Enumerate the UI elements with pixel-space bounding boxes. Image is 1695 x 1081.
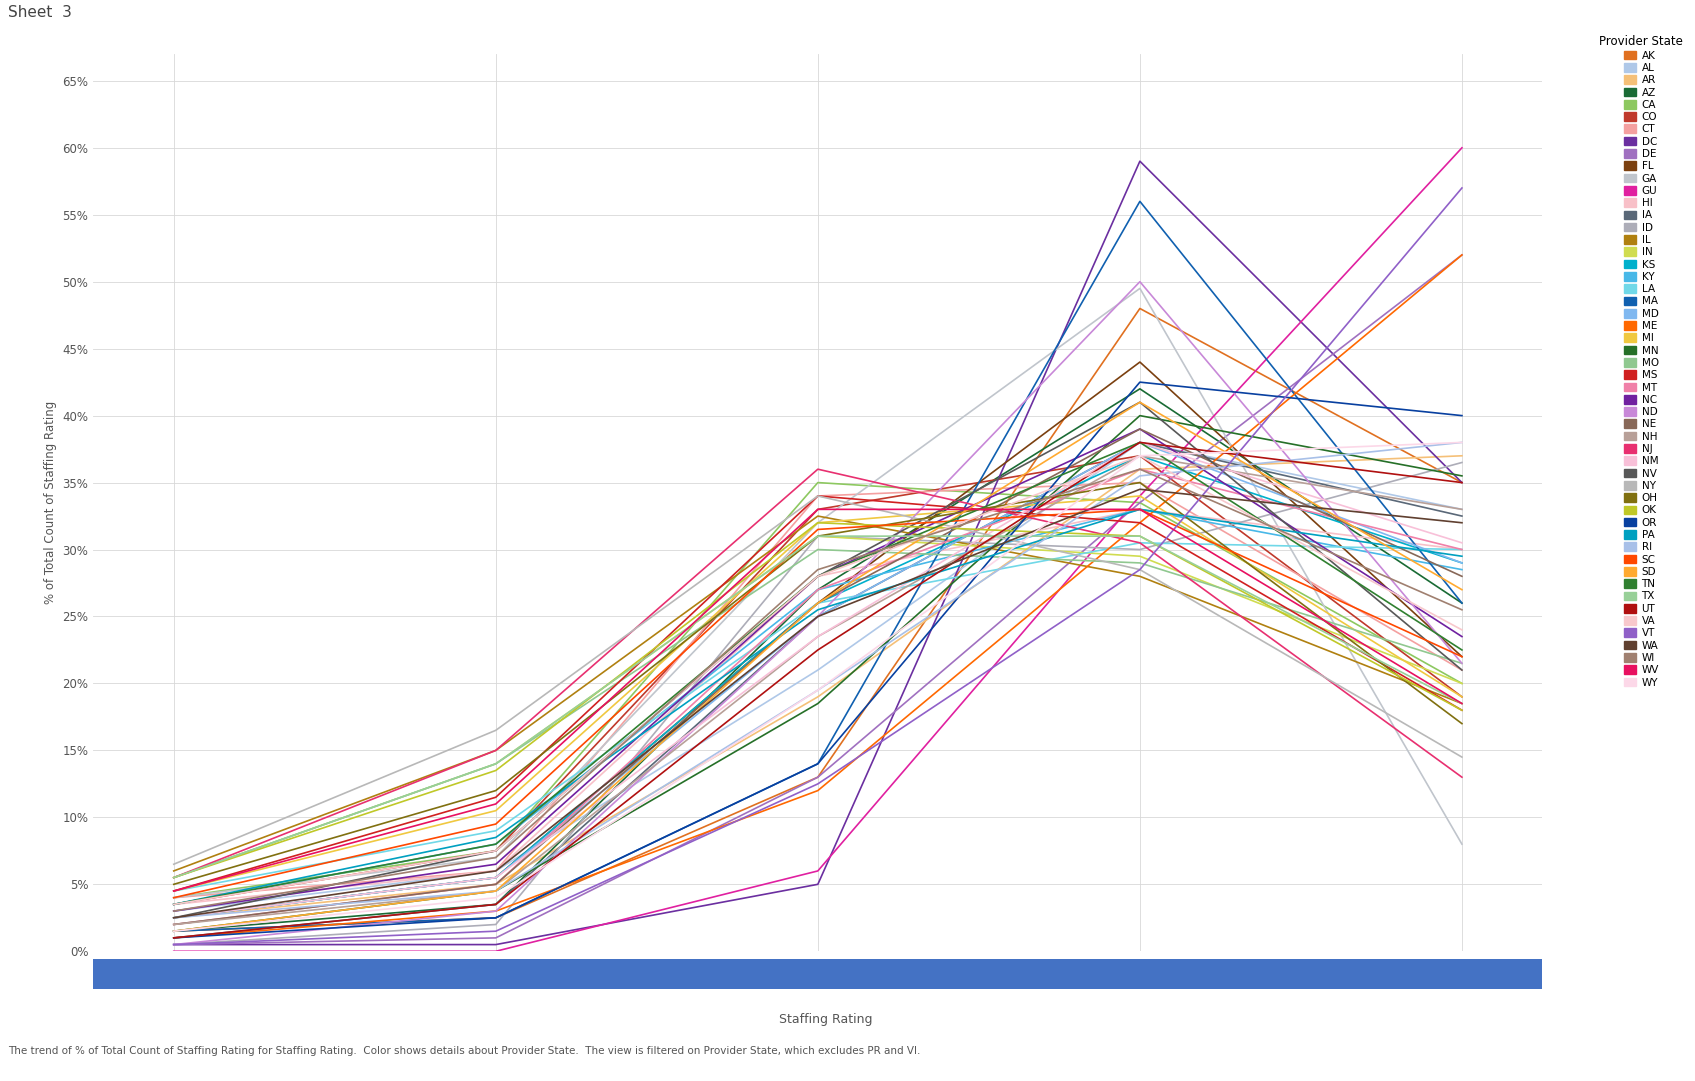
Text: The trend of % of Total Count of Staffing Rating for Staffing Rating.  Color sho: The trend of % of Total Count of Staffin… <box>8 1046 920 1056</box>
Text: Sheet  3: Sheet 3 <box>8 5 73 21</box>
Text: Staffing Rating: Staffing Rating <box>778 1013 873 1026</box>
Legend: AK, AL, AR, AZ, CA, CO, CT, DC, DE, FL, GA, GU, HI, IA, ID, IL, IN, KS, KY, LA, : AK, AL, AR, AZ, CA, CO, CT, DC, DE, FL, … <box>1597 32 1687 691</box>
Y-axis label: % of Total Count of Staffing Rating: % of Total Count of Staffing Rating <box>44 401 58 604</box>
